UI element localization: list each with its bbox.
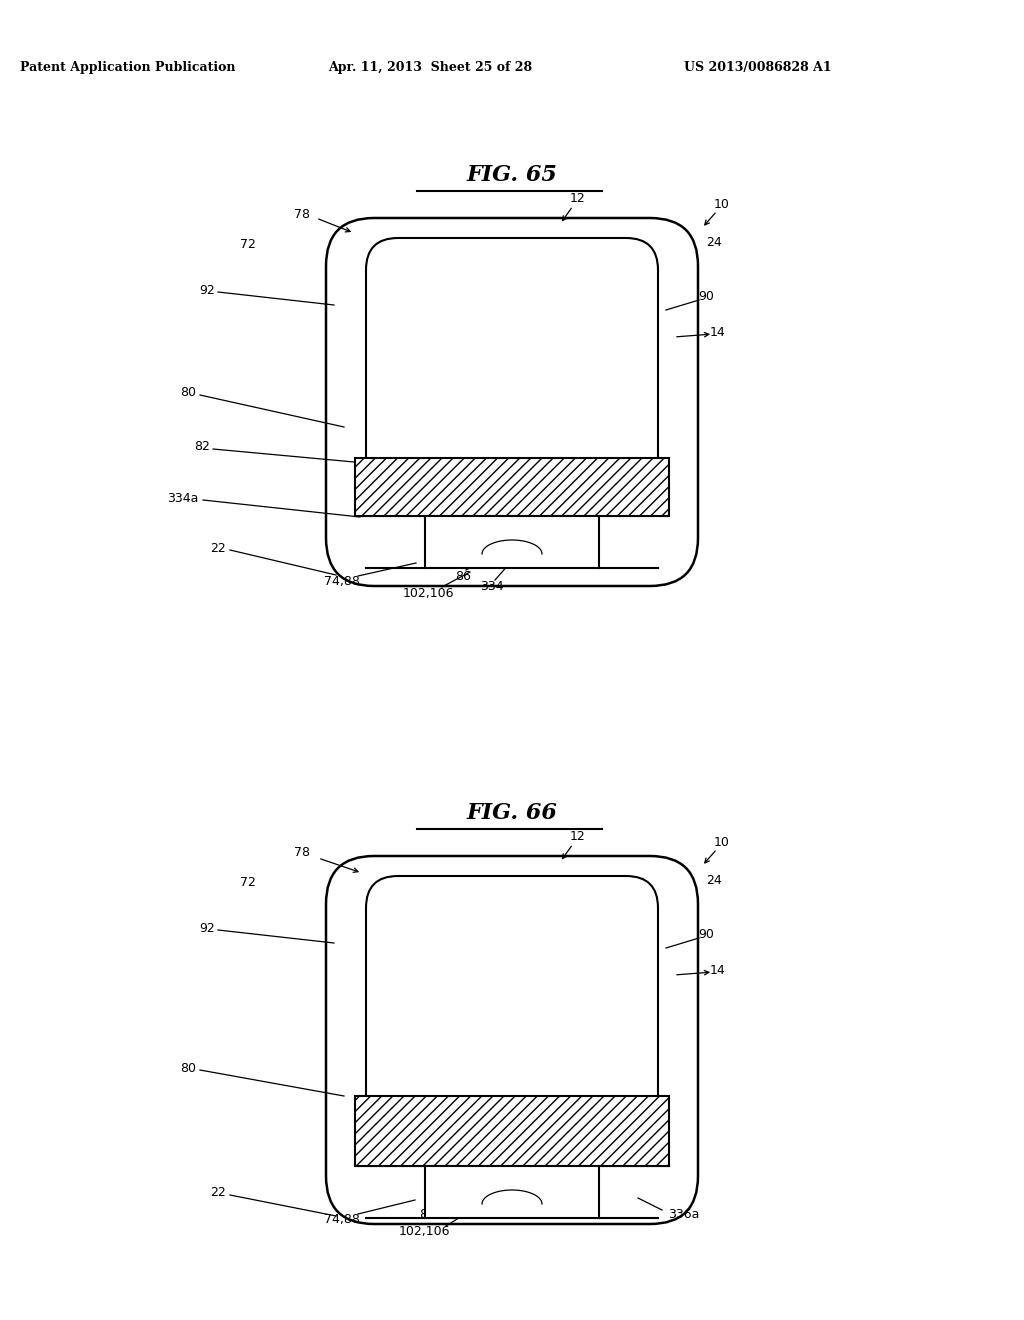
Text: 74,88: 74,88 <box>324 576 360 589</box>
Bar <box>425 516 599 568</box>
Bar <box>355 458 669 516</box>
Text: 24: 24 <box>707 235 722 248</box>
FancyBboxPatch shape <box>326 218 698 586</box>
Text: 14: 14 <box>710 964 726 977</box>
Text: 80: 80 <box>180 1061 196 1074</box>
Text: 72: 72 <box>240 238 256 251</box>
Text: 22: 22 <box>210 1187 226 1200</box>
Text: 86: 86 <box>419 1208 435 1221</box>
Text: 22: 22 <box>210 541 226 554</box>
Bar <box>355 1096 669 1166</box>
Text: 334a: 334a <box>167 491 198 504</box>
Text: US 2013/0086828 A1: US 2013/0086828 A1 <box>684 62 831 74</box>
Text: FIG. 66: FIG. 66 <box>467 803 557 824</box>
Text: 10: 10 <box>714 198 730 210</box>
Text: 90: 90 <box>698 290 714 304</box>
Text: 334: 334 <box>480 579 504 593</box>
Text: 90: 90 <box>698 928 714 941</box>
Text: 12: 12 <box>570 829 586 842</box>
FancyBboxPatch shape <box>326 855 698 1224</box>
Text: 72: 72 <box>240 875 256 888</box>
Text: 92: 92 <box>200 284 215 297</box>
Text: 336: 336 <box>499 1208 522 1221</box>
Text: 86: 86 <box>455 569 471 582</box>
Text: 102,106: 102,106 <box>398 1225 450 1238</box>
Text: 78: 78 <box>294 209 310 222</box>
Bar <box>425 1166 599 1218</box>
Text: 336a: 336a <box>668 1208 699 1221</box>
Text: 12: 12 <box>570 191 586 205</box>
Text: 80: 80 <box>180 387 196 400</box>
Text: 14: 14 <box>710 326 726 338</box>
Text: 102,106: 102,106 <box>402 586 454 599</box>
Text: FIG. 65: FIG. 65 <box>467 164 557 186</box>
Text: 92: 92 <box>200 921 215 935</box>
Text: Patent Application Publication: Patent Application Publication <box>20 62 236 74</box>
Text: Apr. 11, 2013  Sheet 25 of 28: Apr. 11, 2013 Sheet 25 of 28 <box>328 62 532 74</box>
Text: 10: 10 <box>714 836 730 849</box>
Text: 78: 78 <box>294 846 310 859</box>
FancyBboxPatch shape <box>366 876 658 1126</box>
Text: 82: 82 <box>195 441 210 454</box>
Text: 24: 24 <box>707 874 722 887</box>
FancyBboxPatch shape <box>366 238 658 488</box>
Text: 74,88: 74,88 <box>324 1213 360 1226</box>
